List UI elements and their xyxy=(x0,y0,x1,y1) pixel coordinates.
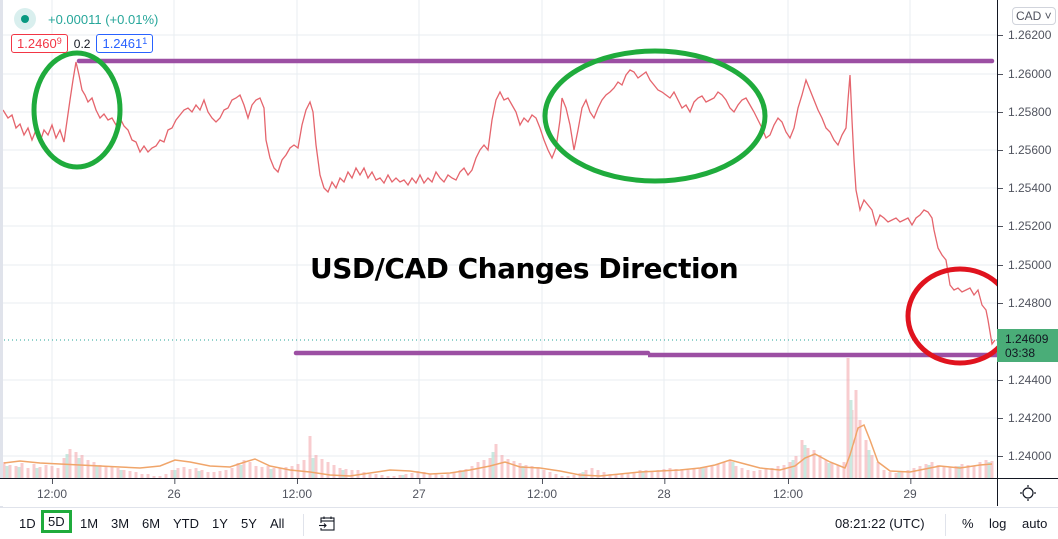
sell-price: 1.2460 xyxy=(17,36,57,51)
chart-settings-button[interactable] xyxy=(997,478,1058,506)
last-price-value: 1.24609 xyxy=(1005,332,1049,346)
sell-price-button[interactable]: 1.24609 xyxy=(11,34,68,53)
highlight-ellipse-left xyxy=(31,50,123,170)
clock-timezone[interactable]: 08:21:22 (UTC) xyxy=(835,516,925,531)
price-chart-pane[interactable]: USD/CAD Changes Direction +0.00011 (+0.0… xyxy=(0,0,997,478)
range-6m-button[interactable]: 6M xyxy=(142,516,161,531)
price-change: +0.00011 (+0.01%) xyxy=(48,11,159,27)
time-tick: 26 xyxy=(167,479,181,501)
log-scale-toggle[interactable]: log xyxy=(989,516,1007,531)
spread-value: 0.2 xyxy=(73,36,91,51)
buy-price-button[interactable]: 1.24611 xyxy=(96,34,154,53)
toolbar-divider xyxy=(303,514,304,536)
time-tick: 12:00 xyxy=(282,479,312,501)
market-status-icon[interactable] xyxy=(14,8,36,30)
price-series xyxy=(2,61,996,346)
price-scale[interactable]: 1.26200 1.26000 1.25800 1.25600 1.25400 … xyxy=(997,0,1058,478)
range-5d-button[interactable]: 5D xyxy=(41,510,72,533)
time-tick: 12:00 xyxy=(773,479,803,501)
time-tick: 28 xyxy=(657,479,671,501)
range-all-button[interactable]: All xyxy=(270,516,285,531)
time-tick: 27 xyxy=(412,479,426,501)
left-border xyxy=(0,0,3,539)
range-1y-button[interactable]: 1Y xyxy=(212,516,228,531)
range-1m-button[interactable]: 1M xyxy=(80,516,99,531)
range-3m-button[interactable]: 3M xyxy=(111,516,130,531)
time-scale[interactable]: 12:00 26 12:00 27 12:00 28 12:00 29 xyxy=(0,478,997,506)
sell-price-pip: 9 xyxy=(56,36,62,46)
toolbar-divider xyxy=(945,514,946,536)
bid-ask-panel: 1.24609 0.2 1.24611 xyxy=(11,34,154,53)
currency-unit-button[interactable]: CAD ˅ xyxy=(1012,7,1056,25)
volume-ma-line xyxy=(3,423,993,477)
settings-sun-icon xyxy=(1020,484,1036,501)
time-tick: 12:00 xyxy=(527,479,557,501)
range-ytd-button[interactable]: YTD xyxy=(173,516,199,531)
chart-title-overlay: USD/CAD Changes Direction xyxy=(310,252,739,285)
go-to-date-button[interactable] xyxy=(318,515,336,538)
bar-countdown: 03:38 xyxy=(1005,346,1036,360)
calendar-goto-icon xyxy=(318,516,335,531)
chart-canvas[interactable] xyxy=(0,0,997,478)
range-1d-button[interactable]: 1D xyxy=(19,516,36,531)
volume-bars xyxy=(2,358,994,478)
bottom-toolbar: 1D 5D 1M 3M 6M YTD 1Y 5Y All 08:21:22 (U… xyxy=(0,507,1058,539)
legend-status: +0.00011 (+0.01%) xyxy=(14,8,158,30)
buy-price: 1.2461 xyxy=(102,36,143,51)
time-tick: 29 xyxy=(903,479,917,501)
range-5y-button[interactable]: 5Y xyxy=(241,516,257,531)
highlight-circle-right xyxy=(905,266,997,366)
auto-scale-toggle[interactable]: auto xyxy=(1022,516,1048,531)
buy-price-pip: 1 xyxy=(142,36,148,46)
last-price-label: 1.24609 03:38 xyxy=(997,329,1058,362)
highlight-ellipse-middle xyxy=(542,48,768,184)
grid-lines xyxy=(0,0,997,478)
time-tick: 12:00 xyxy=(37,479,67,501)
percent-scale-toggle[interactable]: % xyxy=(962,516,974,531)
